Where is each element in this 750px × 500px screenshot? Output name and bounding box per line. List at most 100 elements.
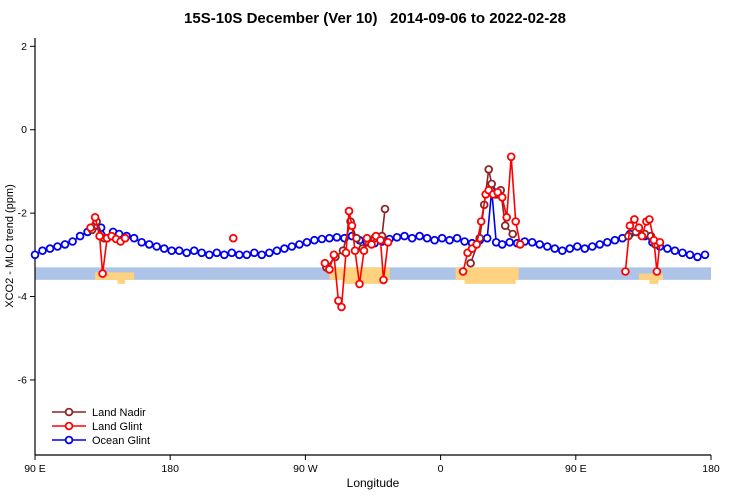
x-tick-label: 90 W [293,463,318,475]
data-point [227,248,237,258]
y-tick-label: -2 [18,208,27,220]
data-point [637,231,647,241]
land-band-tick [464,279,516,284]
data-point [325,233,334,243]
data-point [506,152,516,162]
data-point [621,267,630,276]
legend-marker [64,435,74,445]
data-point [347,221,357,231]
x-axis-title: Longitude [346,476,400,490]
data-point [30,250,40,260]
data-point [45,244,55,253]
data-point [497,193,507,202]
data-point [159,244,169,253]
data-point [493,188,503,197]
data-point [350,246,360,256]
data-point [167,246,177,256]
axes: 2 0 -2 -4 -6 90 E 180 90 W 0 90 E 180 [18,38,720,475]
data-point [452,233,462,243]
data-point [137,238,147,247]
data-point [144,240,154,249]
data-point [693,252,702,262]
data-point [90,213,100,222]
series-land-glint [86,152,665,312]
data-point [355,279,364,289]
data-point [655,238,665,247]
data-point [341,248,351,258]
data-point [68,237,77,246]
data-point [482,233,492,243]
data-point [505,238,515,247]
series-ocean-glint [30,185,710,262]
data-point [484,165,494,174]
data-point [337,302,346,312]
y-tick-label: -6 [18,374,27,386]
surface-type-band [35,267,711,284]
data-point [129,233,139,243]
data-point [511,217,520,226]
data-point [700,250,710,260]
data-point [587,242,597,251]
y-tick-label: 2 [21,41,27,53]
data-point [95,231,104,241]
land-band-segment [455,267,519,280]
data-point [466,258,475,268]
data-point [242,250,252,260]
data-point [670,246,680,256]
series-line [462,156,521,272]
x-tick-label: 90 E [565,463,587,475]
data-point [60,240,70,249]
land-band-tick [344,279,386,284]
data-point [235,250,244,260]
data-point [264,248,274,258]
data-point [542,242,552,251]
data-point [430,235,439,245]
data-point [325,265,334,274]
data-point [497,240,507,249]
data-point [38,246,47,256]
data-point [152,242,162,251]
data-point [220,250,229,260]
legend-marker [64,421,74,431]
data-point [422,233,432,243]
data-point [400,231,409,241]
data-point [535,240,544,249]
data-point [310,235,319,245]
data-point [572,242,582,251]
legend-label: Land Nadir [92,407,146,419]
data-point [320,258,330,268]
y-tick-label: -4 [18,291,27,303]
data-point [189,246,199,256]
data-point [565,244,575,253]
chart-title: 15S-10S December (Ver 10) 2014-09-06 to … [184,10,566,27]
data-point [295,240,304,249]
data-point [508,229,518,239]
data-point [625,221,635,231]
data-point [317,234,327,244]
data-point [250,248,259,258]
data-point [120,233,130,243]
data-point [197,248,207,258]
data-point [53,242,62,251]
data-point [515,240,525,249]
data-point [500,221,510,231]
y-tick-label: 0 [21,124,27,136]
data-point [527,238,537,247]
data-point [415,231,424,241]
data-point [280,244,289,253]
data-point [634,223,644,233]
data-point [229,233,238,243]
x-tick-label: 90 E [24,463,46,475]
data-point [663,244,672,253]
x-tick-label: 180 [702,463,720,475]
data-point [392,233,402,242]
data-point [174,246,184,256]
data-point [75,231,85,241]
data-point [287,242,297,251]
data-point [205,250,214,260]
series-land-nadir [87,165,660,272]
data-point [302,238,312,247]
data-point [476,217,486,226]
